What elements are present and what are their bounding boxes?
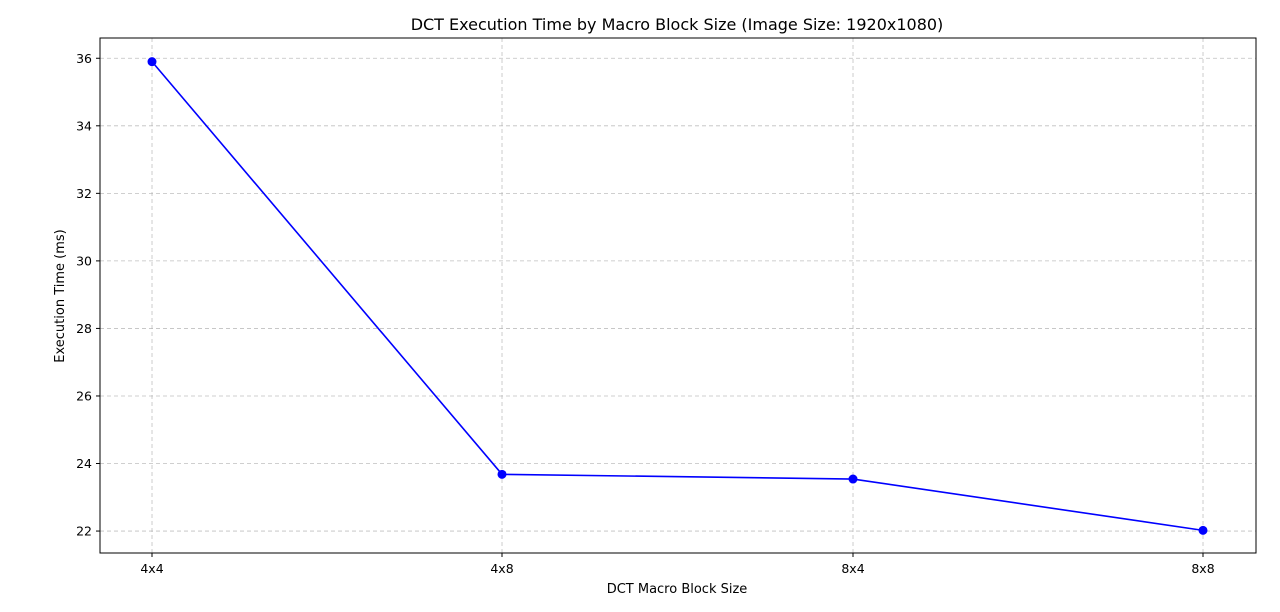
- grid-layer: [100, 38, 1256, 553]
- x-tick-label: 4x4: [140, 561, 163, 576]
- y-tick-label: 22: [76, 524, 92, 539]
- series-line: [151, 61, 1204, 532]
- y-tick-label: 34: [76, 118, 92, 133]
- x-tick-label: 8x4: [841, 561, 864, 576]
- x-tick-label: 4x8: [490, 561, 513, 576]
- chart-title: DCT Execution Time by Macro Block Size (…: [411, 15, 944, 34]
- ticks-layer: 22 24 26 28 30 32 34 36 4x4 4x8 8x4 8x8: [76, 51, 1215, 576]
- y-tick-label: 24: [76, 456, 92, 471]
- y-tick-label: 36: [76, 51, 92, 66]
- series-layer: [147, 57, 1208, 535]
- plot-frame: [99, 37, 1257, 554]
- data-point: [848, 474, 858, 484]
- y-tick-label: 28: [76, 321, 92, 336]
- y-tick-label: 32: [76, 186, 92, 201]
- data-point: [147, 57, 157, 67]
- data-point: [497, 469, 507, 479]
- y-tick-label: 26: [76, 388, 92, 403]
- y-tick-label: 30: [76, 253, 92, 268]
- y-axis-label: Execution Time (ms): [53, 229, 68, 362]
- x-tick-label: 8x8: [1191, 561, 1214, 576]
- data-point: [1198, 525, 1208, 535]
- x-axis-label: DCT Macro Block Size: [607, 582, 748, 597]
